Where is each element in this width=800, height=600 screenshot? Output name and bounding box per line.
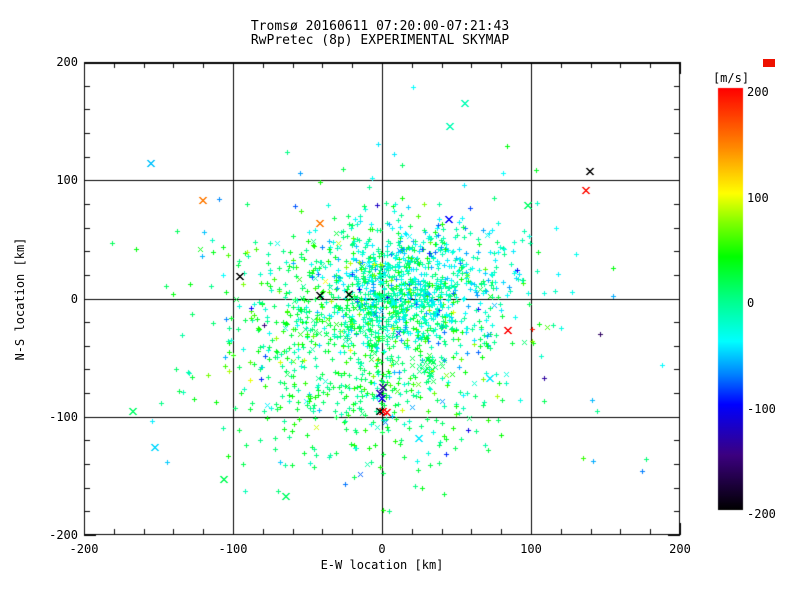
x-tick-label: -100 [218,542,248,556]
y-tick-label: 200 [56,55,78,69]
colorbar-tick-label: -200 [747,507,776,521]
x-tick-label: 200 [669,542,691,556]
plot-subtitle: RwPretec (8p) EXPERIMENTAL SKYMAP [250,33,510,48]
y-tick-label: 100 [56,173,78,188]
x-axis-title: E-W location [km] [320,558,444,572]
y-tick-label: 0 [70,291,78,306]
colorbar-tick-label: 100 [747,190,769,205]
y-tick-label: -200 [49,528,78,542]
x-tick-label: 0 [378,542,386,556]
colorbar-unit-label: [m/s] [712,71,750,85]
x-tick-label: -200 [69,542,99,556]
colorbar-tick-label: -100 [747,401,776,416]
y-axis-title: N-S location [km] [13,237,27,361]
plot-title: Tromsø 20160611 07:20:00-07:21:43 [250,19,510,34]
y-tick-label: -100 [49,409,78,424]
colorbar-tick-label: 200 [747,85,769,99]
colorbar-corner-marker [763,59,775,67]
x-tick-label: 100 [520,542,542,556]
colorbar-tick-label: 0 [747,296,755,310]
